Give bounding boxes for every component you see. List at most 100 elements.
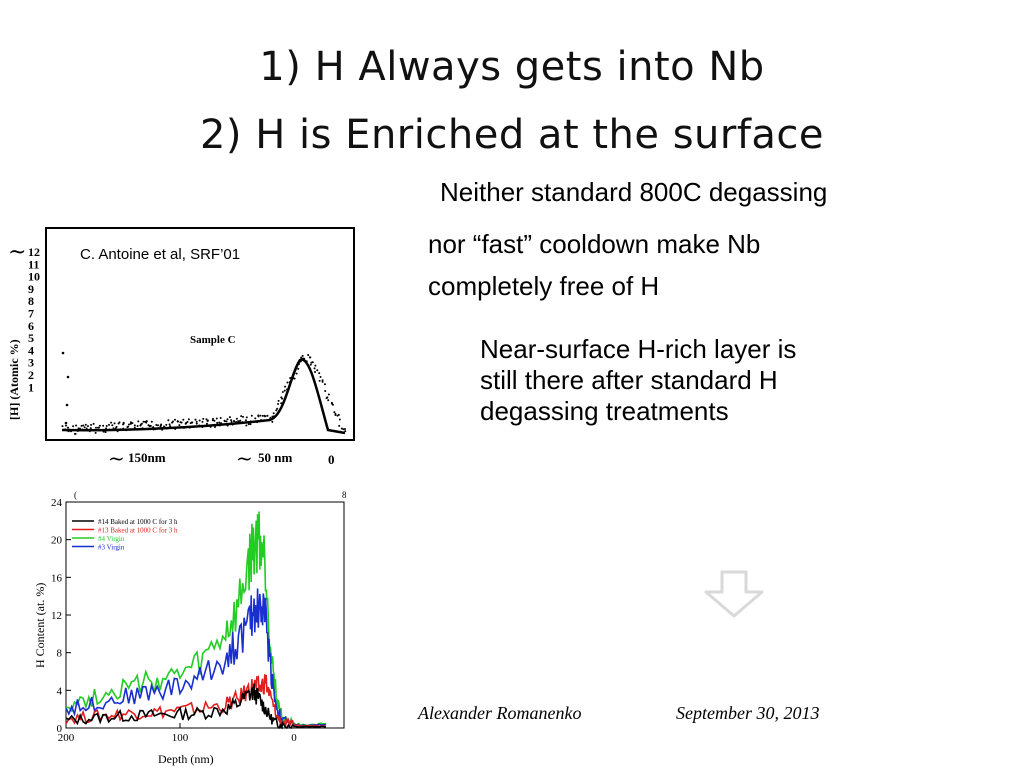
figure-1-data-point (281, 397, 284, 400)
figure-1-sample-label: Sample C (190, 334, 236, 346)
figure-1-data-point (186, 421, 189, 424)
figure-1-data-point (176, 420, 179, 423)
figure-2-top-mark-right: 8 (342, 490, 347, 500)
figure-1-data-point (77, 427, 80, 430)
figure-1-data-point (257, 415, 260, 418)
figure-1-frame (45, 227, 355, 441)
figure-1-data-point (331, 403, 334, 406)
slide-title-line-2: 2) H is Enriched at the surface (199, 112, 825, 158)
figure-1-data-point (286, 381, 289, 384)
figure-1-data-point (127, 425, 130, 428)
figure-1-data-point (149, 424, 152, 427)
figure-1-data-point (102, 424, 105, 427)
figure-1-data-point (118, 421, 121, 424)
figure-1-data-point (213, 419, 216, 422)
figure-1-data-point (194, 418, 197, 421)
figure-2-x-axis-label: Depth (nm) (158, 752, 214, 766)
figure-1-data-point (326, 396, 329, 399)
figure-1-data-point (129, 421, 132, 424)
figure-1-data-point (259, 414, 262, 417)
text-neither-standard: Neither standard 800C degassing (440, 177, 828, 207)
figure-1-y-tick: 11 (28, 257, 39, 271)
figure-1-data-point (104, 431, 107, 434)
figure-1-data-point (275, 409, 278, 412)
figure-1-data-point (107, 423, 110, 426)
figure-1-data-point (228, 416, 231, 419)
figure-1-data-point (180, 421, 183, 424)
figure-1-data-point (307, 354, 310, 357)
figure-1-data-point (218, 421, 221, 424)
figure-1-data-point (237, 420, 240, 423)
figure-1-data-point (89, 427, 92, 430)
figure-1-y-tick: 12 (28, 245, 40, 259)
figure-1-data-point (277, 402, 280, 405)
figure-1-y-axis-label: [H] (Atomic %) (7, 339, 21, 420)
figure-1-data-point (230, 419, 233, 422)
figure-1-hydrogen-profile: C. Antoine et al, SRF’01 ~ 1211109876543… (7, 227, 355, 470)
figure-1-data-point (321, 380, 324, 383)
figure-2-x-tick-label: 100 (172, 732, 189, 744)
figure-1-data-point (145, 420, 148, 423)
figure-1-y-tick: 9 (28, 282, 34, 296)
figure-1-data-point (131, 422, 134, 425)
figure-1-data-point (133, 424, 136, 427)
figure-1-data-point (247, 423, 250, 426)
figure-1-data-point (301, 354, 304, 357)
figure-1-data-point (64, 421, 68, 425)
figure-1-data-point (271, 420, 274, 423)
figure-1-x-label-0: 0 (328, 452, 335, 467)
figure-1-data-point (338, 424, 341, 427)
text-nor-fast: nor “fast” cooldown make Nb (428, 229, 761, 259)
figure-1-data-point (214, 426, 217, 429)
figure-1-data-point (318, 372, 321, 375)
figure-2-legend-label: #4 Virgin (98, 535, 125, 543)
figure-1-data-point (66, 375, 70, 379)
figure-1-data-point (64, 424, 67, 427)
figure-1-citation: C. Antoine et al, SRF’01 (80, 246, 240, 263)
footer-date: September 30, 2013 (676, 703, 820, 723)
figure-1-data-point (83, 426, 86, 429)
figure-1-data-point (92, 422, 95, 425)
figure-2-y-tick-label: 8 (57, 648, 63, 660)
figure-1-data-point (165, 423, 168, 426)
figure-1-data-point (245, 416, 248, 419)
figure-1-data-point (111, 424, 114, 427)
figure-1-data-point (216, 421, 219, 424)
figure-1-data-point (242, 415, 245, 418)
figure-1-data-point (342, 428, 345, 431)
figure-1-data-point (82, 424, 85, 427)
figure-1-data-point (289, 376, 292, 379)
figure-1-data-point (337, 413, 340, 416)
figure-1-data-point (168, 423, 171, 426)
figure-1-data-point (65, 403, 69, 407)
text-completely-free: completely free of H (428, 271, 660, 301)
figure-2-y-tick-label: 24 (51, 497, 63, 509)
figure-1-data-point (137, 420, 140, 423)
figure-1-data-point (226, 418, 229, 421)
figure-1-y-tick: 4 (28, 343, 34, 357)
figure-2-legend-label: #14 Baked at 1000 C for 3 h (98, 518, 178, 526)
figure-1-data-point (145, 421, 148, 424)
figure-1-data-point (202, 417, 205, 420)
tilde-y-mark: ~ (8, 240, 26, 265)
figure-1-data-point (324, 390, 327, 393)
figure-1-data-point (127, 423, 130, 426)
figure-1-data-point (297, 367, 300, 370)
figure-1-data-point (276, 407, 279, 410)
figure-1-fit-curve (61, 358, 346, 435)
figure-1-data-point (173, 418, 176, 421)
figure-1-data-point (219, 416, 222, 419)
figure-1-data-point (225, 420, 228, 423)
tilde-50-mark: ~ (236, 446, 253, 470)
figure-1-data-point (295, 372, 298, 375)
figure-1-x-label-150: 150nm (128, 450, 166, 465)
figure-1-data-point (266, 414, 269, 417)
slide-title-line-1: 1) H Always gets into Nb (259, 44, 765, 90)
figure-2-x-tick-label: 0 (291, 732, 297, 744)
figure-1-data-point (230, 420, 233, 423)
figure-1-y-tick: 7 (28, 307, 34, 321)
figure-2-y-tick-label: 0 (57, 723, 63, 735)
figure-2-series-line (65, 683, 327, 730)
text-degassing-treatments: degassing treatments (480, 396, 729, 426)
